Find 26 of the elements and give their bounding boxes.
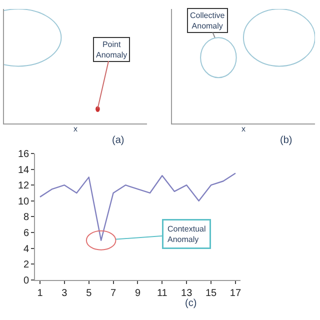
text: (a) — [112, 135, 124, 146]
x-tick-label: 5 — [86, 288, 92, 299]
text: Collective Anomaly — [190, 11, 226, 30]
x-tick-label: 13 — [181, 288, 193, 299]
x-tick-label: 15 — [205, 288, 218, 299]
x-tick-label: 17 — [230, 288, 242, 299]
y-tick-label: 0 — [24, 275, 30, 286]
y-tick-label: 8 — [24, 212, 30, 224]
text: (b) — [280, 135, 292, 146]
text: Point Anomaly — [96, 40, 128, 60]
x-tick-label: 1 — [37, 288, 44, 299]
y-tick-label: 16 — [18, 148, 30, 160]
annotation: Contextual Anomaly — [168, 224, 206, 244]
y-tick-label: 10 — [18, 196, 30, 208]
text: x — [74, 124, 78, 134]
x-tick-label: 9 — [134, 288, 141, 299]
y-tick-label: 4 — [24, 244, 30, 255]
y-tick-label: 12 — [18, 180, 30, 192]
text: (c) — [185, 298, 197, 309]
y-tick-label: 6 — [24, 228, 30, 239]
x-tick-label: 7 — [110, 288, 117, 299]
y-tick-label: 14 — [18, 164, 30, 176]
y-tick-label: 2 — [24, 260, 30, 271]
x-tick-label: 3 — [62, 288, 68, 299]
text: x — [241, 124, 246, 134]
x-tick-label: 11 — [156, 288, 168, 299]
